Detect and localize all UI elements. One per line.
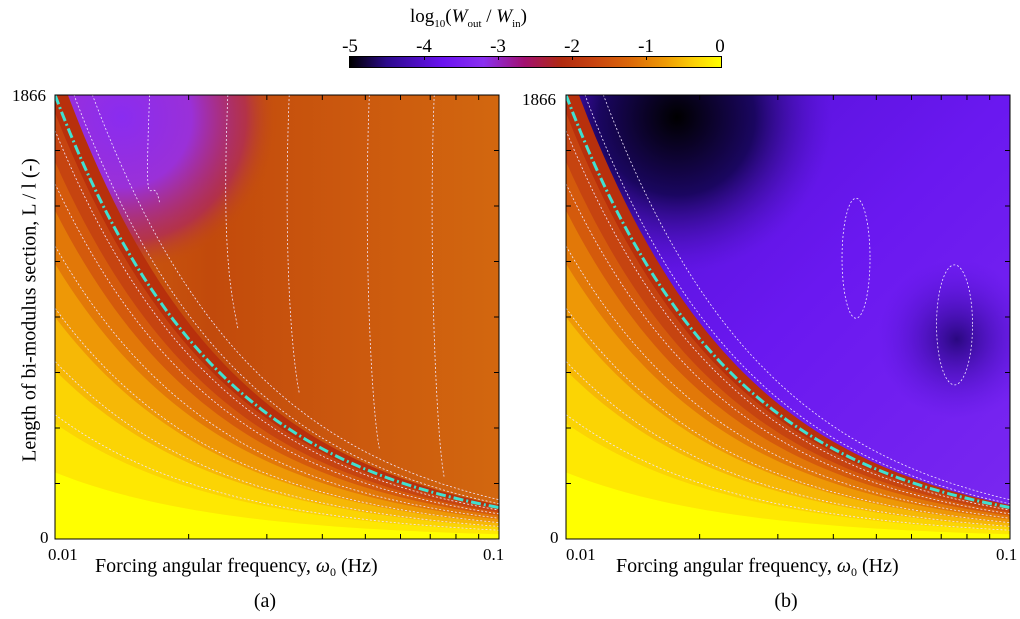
- contour-line: [566, 361, 1010, 527]
- heatmap-bands: [55, 95, 499, 539]
- colorbar-tick: 0: [715, 36, 725, 57]
- colorbar-tick-mark: [646, 56, 647, 60]
- contour-line: [55, 361, 499, 527]
- contour-line: [566, 183, 1010, 515]
- y-tick-label: 1866: [12, 86, 46, 105]
- contour-line: [602, 95, 1010, 501]
- contour-line: [286, 95, 300, 393]
- contour-line: [55, 183, 499, 515]
- colorbar-tick: -4: [416, 36, 432, 57]
- contour-line: [566, 307, 1010, 524]
- colorbar: [349, 56, 722, 68]
- x-tick-label: 0.1: [483, 545, 504, 564]
- colorbar-tick: -5: [342, 36, 358, 57]
- colorbar-tick-mark: [424, 56, 425, 60]
- contour-line: [55, 245, 499, 519]
- x-axis-label: Forcing angular frequency, ω0 (Hz): [95, 555, 378, 579]
- heatmap-band: [55, 472, 499, 539]
- colorbar-tick: -1: [638, 36, 654, 57]
- x-tick-label: 0.1: [996, 545, 1017, 564]
- contour-line: [566, 130, 1010, 511]
- colorbar-tick: -3: [490, 36, 506, 57]
- contour-line: [584, 95, 1010, 505]
- heatmap-band: [566, 472, 1010, 539]
- x-tick-label: 0.01: [566, 545, 596, 564]
- heatmap-bands: [566, 95, 1010, 539]
- contour-lines: [566, 95, 1010, 531]
- contour-lines: [55, 95, 499, 531]
- axis-ticks: [54, 94, 1011, 540]
- y-tick-label: 0: [550, 528, 559, 547]
- boundary-curve: [55, 95, 499, 510]
- heatmap-panel-b: [566, 95, 1010, 539]
- contour-line: [936, 264, 973, 386]
- colorbar-tick: -2: [564, 36, 580, 57]
- contour-line: [91, 95, 499, 501]
- y-tick-label: 0: [40, 528, 49, 547]
- contour-line: [55, 130, 499, 511]
- panel-label: (b): [774, 590, 797, 612]
- contour-line: [431, 95, 445, 478]
- contour-line: [147, 95, 161, 203]
- boundary-curve: [566, 95, 1010, 510]
- colorbar-title: log10(Wout / Win): [410, 6, 527, 30]
- y-tick-label: 1866: [522, 90, 556, 109]
- x-tick-label: 0.01: [48, 545, 78, 564]
- colorbar-tick-mark: [572, 56, 573, 60]
- contour-line: [55, 307, 499, 524]
- contour-line: [366, 95, 380, 449]
- x-axis-label: Forcing angular frequency, ω0 (Hz): [616, 555, 899, 579]
- panel-label: (a): [254, 590, 276, 612]
- contour-line: [225, 95, 239, 329]
- contour-line: [566, 245, 1010, 519]
- colorbar-tick-mark: [498, 56, 499, 60]
- contour-line: [841, 197, 871, 319]
- heatmap-panel-a: [55, 95, 499, 539]
- contour-line: [73, 95, 499, 505]
